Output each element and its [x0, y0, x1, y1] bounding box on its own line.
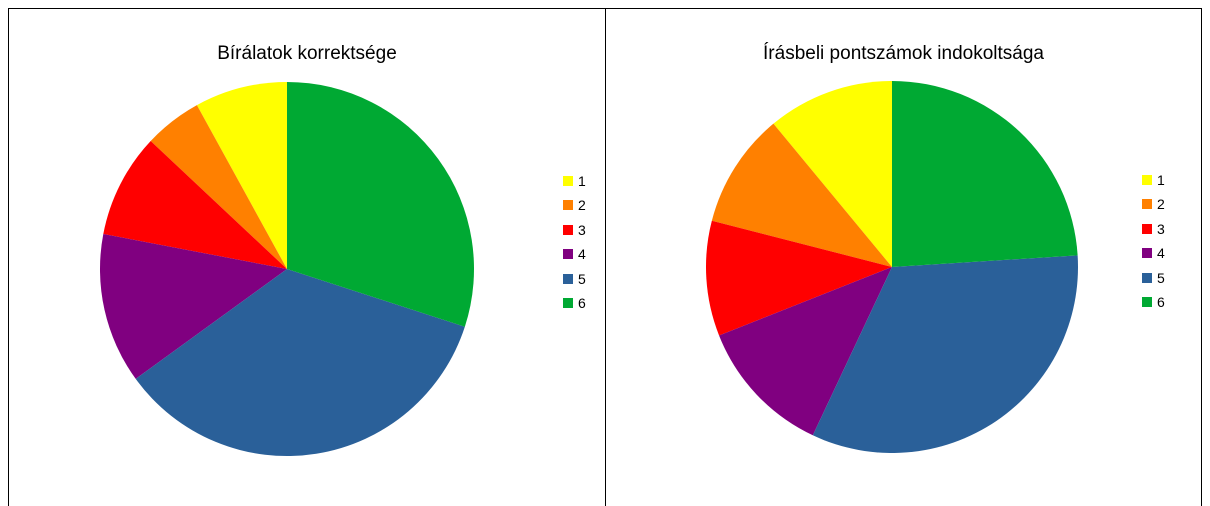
legend-swatch [563, 176, 573, 186]
legend-swatch [1142, 199, 1152, 210]
legend-label: 4 [1157, 245, 1165, 262]
pie-slice-6 [892, 81, 1078, 267]
legend-swatch [563, 200, 573, 211]
legend-label: 3 [578, 221, 586, 238]
pie-slice-1 [773, 81, 892, 267]
chart-title: Írásbeli pontszámok indokoltsága [763, 43, 1044, 64]
pie-chart [99, 82, 475, 457]
legend-swatch [1142, 248, 1152, 259]
pie-slice-5 [812, 255, 1078, 453]
legend-label: 4 [578, 246, 586, 263]
legend-label: 6 [578, 295, 586, 311]
legend-label: 1 [1157, 172, 1165, 188]
legend-swatch [1142, 175, 1152, 185]
pie-slice-3 [705, 220, 892, 336]
legend-label: 2 [1157, 196, 1165, 213]
pie-slice-4 [99, 233, 287, 379]
chart-panel-1: Bírálatok korrektsége 1 2 3 4 5 6 [9, 9, 605, 506]
chart-title: Bírálatok korrektsége [217, 43, 397, 64]
legend-label: 5 [1157, 269, 1165, 286]
pie-slice-3 [103, 140, 287, 269]
legend-swatch [563, 298, 573, 308]
legend-swatch [563, 249, 573, 260]
legend-label: 3 [1157, 220, 1165, 237]
legend-label: 5 [578, 270, 586, 287]
legend-label: 1 [578, 173, 586, 189]
pie-slice-4 [719, 267, 892, 436]
panel-divider [605, 8, 606, 506]
pie-slice-2 [150, 105, 287, 269]
legend-swatch [563, 224, 573, 235]
pie-slice-1 [196, 82, 287, 269]
legend-label: 6 [1157, 294, 1165, 310]
pie-slice-6 [287, 82, 475, 327]
legend-label: 2 [578, 197, 586, 214]
chart-panel-2: Írásbeli pontszámok indokoltsága 1 2 3 4 5 6 [606, 9, 1201, 506]
pie-slice-5 [135, 269, 465, 457]
legend-swatch [1142, 223, 1152, 234]
legend-swatch [1142, 272, 1152, 283]
pie-slice-2 [711, 123, 892, 268]
legend-swatch [563, 273, 573, 284]
pie-chart [705, 81, 1078, 453]
legend-swatch [1142, 297, 1152, 307]
